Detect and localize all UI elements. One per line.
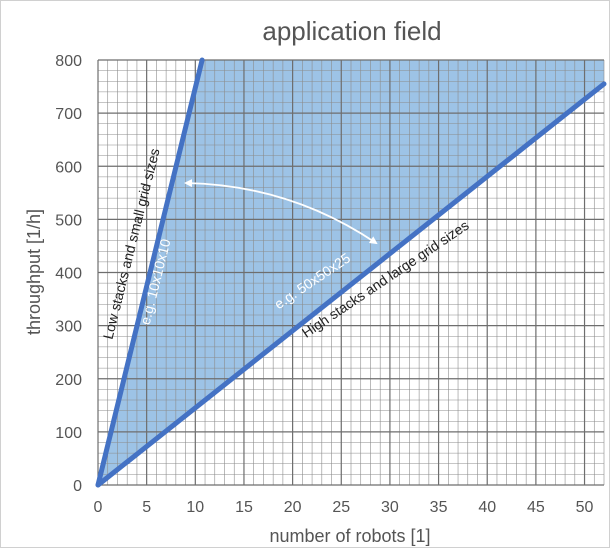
series-line <box>95 57 205 488</box>
y-tick-label: 0 <box>73 478 82 495</box>
plot-area: 0 5 10 15 20 25 30 35 40 45 5001002003004005006007… <box>55 53 607 516</box>
x-tick-label: 10 <box>186 499 204 516</box>
y-tick-label: 700 <box>55 106 82 123</box>
x-axis-label: number of robots [1] <box>269 526 430 546</box>
y-tick-label: 500 <box>55 212 82 229</box>
x-tick-label: 45 <box>527 499 545 516</box>
x-tick-label: 5 <box>142 499 151 516</box>
y-tick-label: 200 <box>55 372 82 389</box>
double-headed-arrow <box>184 179 378 245</box>
y-axis-label: throughput [1/h] <box>24 209 44 335</box>
x-tick-label: 20 <box>284 499 302 516</box>
y-tick-label: 800 <box>55 53 82 70</box>
series-line <box>95 81 607 488</box>
x-tick-label: 15 <box>235 499 253 516</box>
y-tick-label: 100 <box>55 425 82 442</box>
chart-title: application field <box>262 16 441 46</box>
y-tick-label: 600 <box>55 159 82 176</box>
x-tick-label: 30 <box>381 499 399 516</box>
x-tick-label: 35 <box>430 499 448 516</box>
x-tick-label: 25 <box>332 499 350 516</box>
y-tick-label: 300 <box>55 319 82 336</box>
x-tick-label: 50 <box>576 499 594 516</box>
x-tick-label: 0 <box>94 499 103 516</box>
y-tick-label: 400 <box>55 266 82 283</box>
x-tick-label: 40 <box>478 499 496 516</box>
